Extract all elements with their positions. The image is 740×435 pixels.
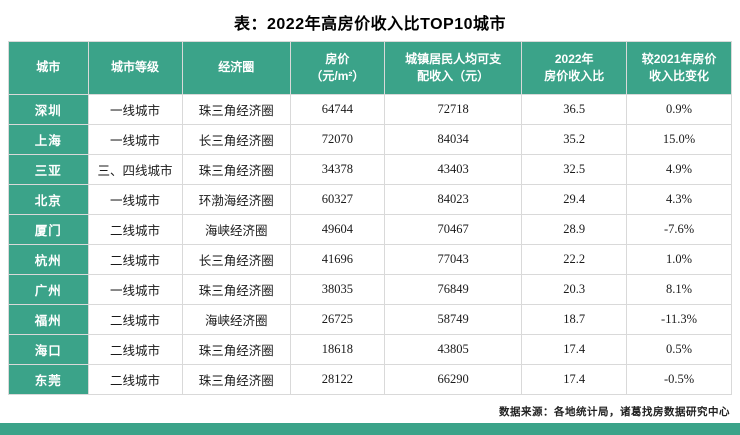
data-cell: 36.5 — [521, 94, 628, 125]
table-row: 三亚 三、四线城市 珠三角经济圈 34378 43403 32.5 4.9% — [8, 154, 732, 185]
data-cell: 20.3 — [521, 274, 628, 305]
data-cell: 一线城市 — [87, 184, 183, 215]
data-cell: 一线城市 — [87, 124, 183, 155]
city-cell: 福州 — [8, 304, 89, 335]
bottom-accent-bar — [0, 423, 740, 435]
header-ratio-change: 较2021年房价 收入比变化 — [626, 41, 732, 95]
data-cell: 长三角经济圈 — [181, 244, 291, 275]
data-cell: 15.0% — [626, 124, 732, 155]
header-city-tier: 城市等级 — [87, 41, 183, 95]
data-cell: -11.3% — [626, 304, 732, 335]
data-cell: 72718 — [383, 94, 523, 125]
data-cell: 二线城市 — [87, 364, 183, 395]
data-cell: 84023 — [383, 184, 523, 215]
data-cell: 珠三角经济圈 — [181, 154, 291, 185]
data-cell: 76849 — [383, 274, 523, 305]
data-cell: 二线城市 — [87, 214, 183, 245]
table-title: 表：2022年高房价收入比TOP10城市 — [234, 16, 506, 33]
city-cell: 上海 — [8, 124, 89, 155]
data-cell: 49604 — [289, 214, 385, 245]
data-cell: 64744 — [289, 94, 385, 125]
data-cell: 珠三角经济圈 — [181, 334, 291, 365]
table-header: 城市 城市等级 经济圈 房价 （元/m²） 城镇居民人均可支 配收入（元） 20… — [8, 41, 732, 95]
data-cell: 43403 — [383, 154, 523, 185]
data-cell: -0.5% — [626, 364, 732, 395]
data-cell: 72070 — [289, 124, 385, 155]
data-cell: 26725 — [289, 304, 385, 335]
city-cell: 东莞 — [8, 364, 89, 395]
data-cell: 海峡经济圈 — [181, 304, 291, 335]
table-row: 东莞 二线城市 珠三角经济圈 28122 66290 17.4 -0.5% — [8, 364, 732, 395]
table-row: 广州 一线城市 珠三角经济圈 38035 76849 20.3 8.1% — [8, 274, 732, 305]
data-cell: 长三角经济圈 — [181, 124, 291, 155]
data-cell: 1.0% — [626, 244, 732, 275]
data-cell: 43805 — [383, 334, 523, 365]
data-cell: 22.2 — [521, 244, 628, 275]
data-cell: 4.3% — [626, 184, 732, 215]
table-container: 城市 城市等级 经济圈 房价 （元/m²） 城镇居民人均可支 配收入（元） 20… — [8, 41, 732, 395]
data-cell: 28.9 — [521, 214, 628, 245]
data-cell: 一线城市 — [87, 94, 183, 125]
data-cell: 29.4 — [521, 184, 628, 215]
data-cell: 4.9% — [626, 154, 732, 185]
data-cell: 32.5 — [521, 154, 628, 185]
header-ratio-2022: 2022年 房价收入比 — [521, 41, 628, 95]
table-row: 上海 一线城市 长三角经济圈 72070 84034 35.2 15.0% — [8, 124, 732, 155]
header-house-price: 房价 （元/m²） — [289, 41, 385, 95]
data-cell: 环渤海经济圈 — [181, 184, 291, 215]
data-cell: 0.9% — [626, 94, 732, 125]
data-cell: 35.2 — [521, 124, 628, 155]
city-cell: 三亚 — [8, 154, 89, 185]
data-cell: 17.4 — [521, 364, 628, 395]
city-cell: 深圳 — [8, 94, 89, 125]
header-city: 城市 — [8, 41, 89, 95]
table-row: 福州 二线城市 海峡经济圈 26725 58749 18.7 -11.3% — [8, 304, 732, 335]
city-cell: 北京 — [8, 184, 89, 215]
header-disposable-income: 城镇居民人均可支 配收入（元） — [383, 41, 523, 95]
data-cell: 三、四线城市 — [87, 154, 183, 185]
data-cell: 一线城市 — [87, 274, 183, 305]
data-cell: 58749 — [383, 304, 523, 335]
city-cell: 厦门 — [8, 214, 89, 245]
data-cell: 海峡经济圈 — [181, 214, 291, 245]
table-row: 厦门 二线城市 海峡经济圈 49604 70467 28.9 -7.6% — [8, 214, 732, 245]
table-body: 深圳 一线城市 珠三角经济圈 64744 72718 36.5 0.9% 上海 一线城市 长三角经… — [8, 94, 732, 395]
data-cell: 66290 — [383, 364, 523, 395]
data-cell: 珠三角经济圈 — [181, 364, 291, 395]
data-cell: 38035 — [289, 274, 385, 305]
data-cell: 8.1% — [626, 274, 732, 305]
data-cell: 28122 — [289, 364, 385, 395]
table-row: 深圳 一线城市 珠三角经济圈 64744 72718 36.5 0.9% — [8, 94, 732, 125]
table-row: 北京 一线城市 环渤海经济圈 60327 84023 29.4 4.3% — [8, 184, 732, 215]
data-cell: 18618 — [289, 334, 385, 365]
header-economic-circle: 经济圈 — [181, 41, 291, 95]
data-cell: 34378 — [289, 154, 385, 185]
city-cell: 海口 — [8, 334, 89, 365]
data-cell: 珠三角经济圈 — [181, 94, 291, 125]
data-cell: 二线城市 — [87, 304, 183, 335]
data-cell: 84034 — [383, 124, 523, 155]
city-cell: 广州 — [8, 274, 89, 305]
data-cell: 0.5% — [626, 334, 732, 365]
data-cell: 二线城市 — [87, 244, 183, 275]
data-cell: 77043 — [383, 244, 523, 275]
data-cell: 珠三角经济圈 — [181, 274, 291, 305]
city-cell: 杭州 — [8, 244, 89, 275]
data-cell: -7.6% — [626, 214, 732, 245]
data-cell: 二线城市 — [87, 334, 183, 365]
data-source-note: 数据来源：各地统计局，诸葛找房数据研究中心 — [499, 406, 730, 418]
data-cell: 18.7 — [521, 304, 628, 335]
header-row: 城市 城市等级 经济圈 房价 （元/m²） 城镇居民人均可支 配收入（元） 20… — [8, 41, 732, 95]
table-row: 杭州 二线城市 长三角经济圈 41696 77043 22.2 1.0% — [8, 244, 732, 275]
data-cell: 60327 — [289, 184, 385, 215]
data-cell: 17.4 — [521, 334, 628, 365]
data-cell: 70467 — [383, 214, 523, 245]
data-cell: 41696 — [289, 244, 385, 275]
data-table: 城市 城市等级 经济圈 房价 （元/m²） 城镇居民人均可支 配收入（元） 20… — [8, 41, 732, 395]
table-row: 海口 二线城市 珠三角经济圈 18618 43805 17.4 0.5% — [8, 334, 732, 365]
